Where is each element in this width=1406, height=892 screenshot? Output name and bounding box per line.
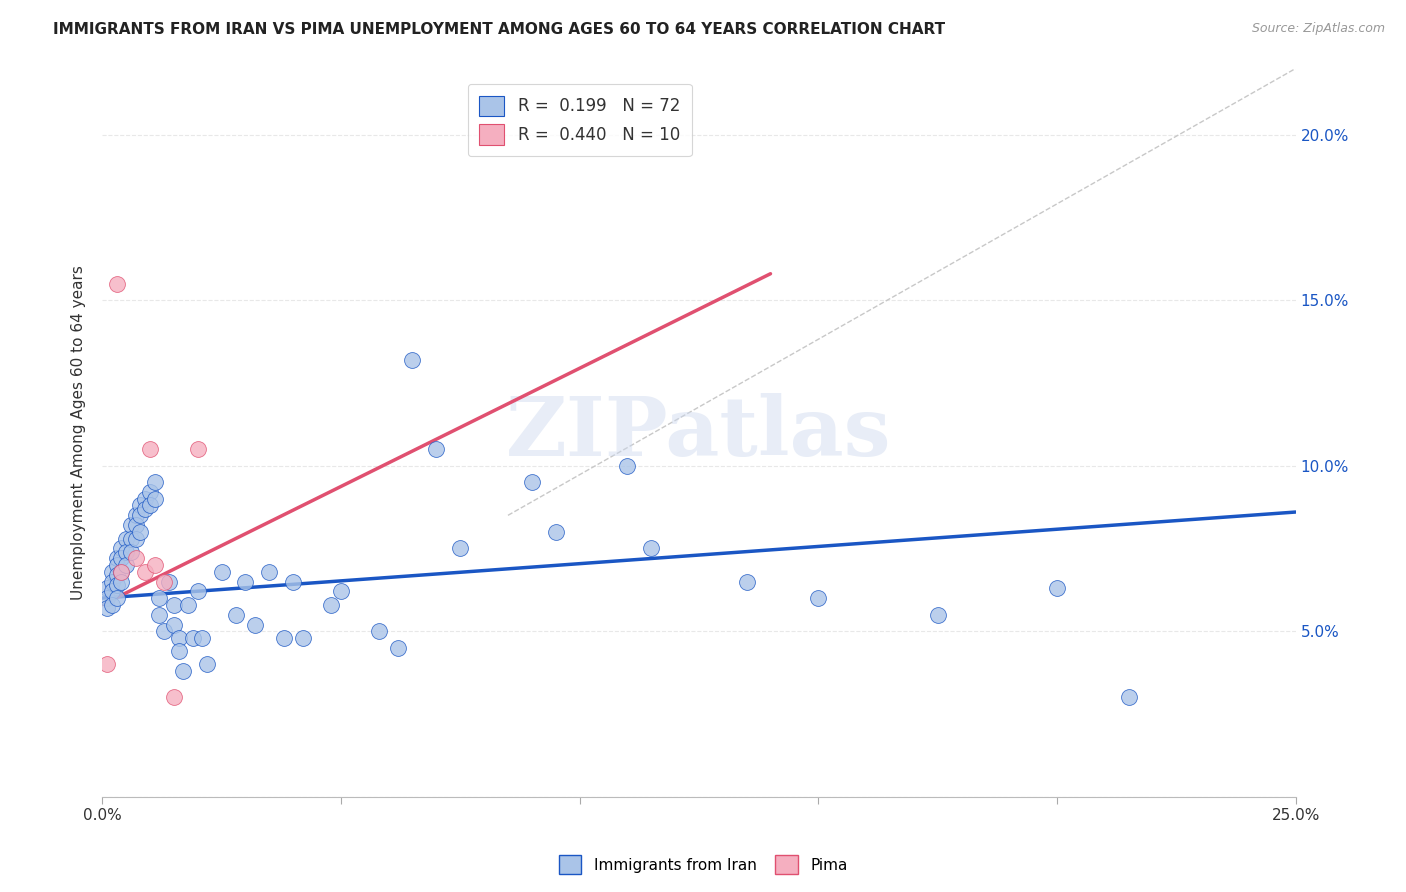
Point (640, 541, 662, 556)
Point (177, 598, 200, 612)
Point (1046, 581, 1069, 595)
Point (148, 591, 170, 606)
Point (100, 574, 122, 589)
Point (449, 541, 471, 556)
Point (115, 545, 138, 559)
Point (225, 607, 247, 622)
Point (321, 598, 343, 612)
Point (105, 277, 128, 291)
Point (143, 491, 166, 506)
Point (105, 591, 128, 606)
Point (283, 574, 305, 589)
Point (153, 574, 176, 589)
Point (139, 442, 162, 457)
Point (139, 499, 162, 513)
Point (387, 640, 409, 655)
Point (105, 568, 128, 582)
Point (134, 501, 156, 516)
Point (120, 532, 142, 546)
Point (187, 442, 209, 457)
Y-axis label: Unemployment Among Ages 60 to 64 years: Unemployment Among Ages 60 to 64 years (72, 265, 86, 600)
Point (110, 541, 132, 556)
Point (148, 607, 170, 622)
Point (129, 524, 152, 539)
Point (100, 565, 122, 579)
Point (143, 475, 166, 490)
Point (100, 598, 122, 612)
Point (120, 545, 142, 559)
Point (616, 458, 638, 473)
Text: Source: ZipAtlas.com: Source: ZipAtlas.com (1251, 22, 1385, 36)
Point (105, 551, 128, 566)
Point (291, 631, 314, 645)
Point (100, 584, 122, 599)
Point (96, 601, 118, 615)
Point (105, 578, 128, 592)
Point (167, 631, 190, 645)
Point (157, 574, 180, 589)
Point (191, 631, 214, 645)
Point (115, 532, 138, 546)
Point (129, 508, 152, 523)
Point (124, 532, 146, 546)
Legend: R =  0.199   N = 72, R =  0.440   N = 10: R = 0.199 N = 72, R = 0.440 N = 10 (468, 84, 692, 156)
Point (520, 475, 543, 490)
Point (134, 565, 156, 579)
Point (927, 607, 949, 622)
Point (96, 581, 118, 595)
Text: IMMIGRANTS FROM IRAN VS PIMA UNEMPLOYMENT AMONG AGES 60 TO 64 YEARS CORRELATION : IMMIGRANTS FROM IRAN VS PIMA UNEMPLOYMEN… (53, 22, 946, 37)
Point (273, 631, 295, 645)
Point (105, 558, 128, 572)
Point (110, 551, 132, 566)
Point (96, 591, 118, 606)
Point (124, 508, 146, 523)
Point (401, 352, 423, 367)
Point (259, 565, 281, 579)
Point (163, 617, 186, 632)
Point (167, 644, 190, 658)
Point (120, 518, 142, 533)
Point (807, 591, 830, 606)
Point (181, 631, 204, 645)
Point (110, 565, 132, 579)
Legend: Immigrants from Iran, Pima: Immigrants from Iran, Pima (553, 849, 853, 880)
Point (110, 574, 132, 589)
Point (243, 617, 266, 632)
Point (235, 574, 257, 589)
Point (329, 584, 352, 599)
Point (163, 598, 186, 612)
Point (139, 485, 162, 500)
Point (425, 442, 447, 457)
Point (187, 584, 209, 599)
Point (368, 624, 391, 639)
Point (115, 558, 138, 572)
Point (172, 664, 194, 678)
Point (163, 690, 186, 705)
Point (735, 574, 758, 589)
Point (134, 491, 156, 506)
Point (153, 624, 176, 639)
Text: ZIPatlas: ZIPatlas (506, 392, 891, 473)
Point (143, 558, 166, 572)
Point (110, 565, 132, 579)
Point (96, 657, 118, 672)
Point (129, 499, 152, 513)
Point (124, 518, 146, 533)
Point (211, 565, 233, 579)
Point (195, 657, 218, 672)
Point (124, 551, 146, 566)
Point (1118, 690, 1140, 705)
Point (544, 524, 567, 539)
